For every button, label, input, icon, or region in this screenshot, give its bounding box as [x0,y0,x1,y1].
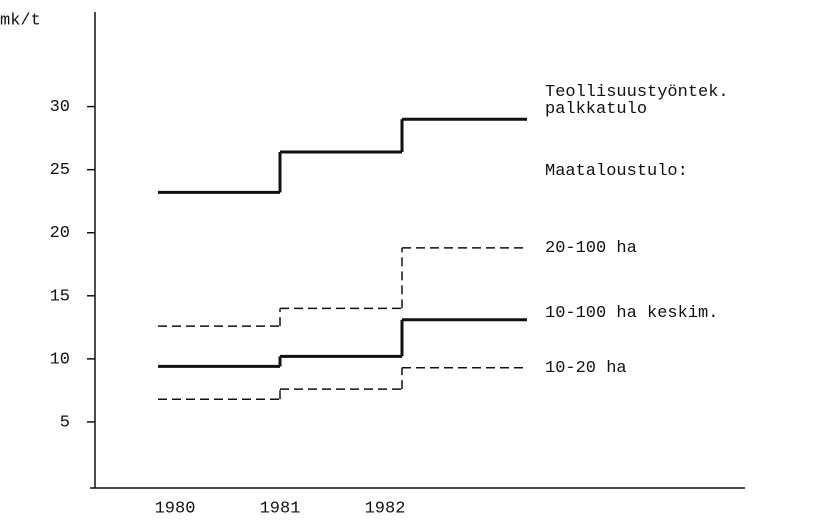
series-label: 20-100 ha [545,238,637,258]
y-tick-label: 30 [50,98,70,117]
x-tick-label: 1980 [155,499,196,518]
y-tick-label: 15 [50,287,70,306]
series-label: Teollisuustyöntek. palkkatulo [545,83,729,120]
x-tick-label: 1981 [260,499,301,518]
annotation: Maataloustulo: [545,162,688,181]
y-axis-label: mk/t [0,11,41,30]
x-tick-label: 1982 [365,499,406,518]
series-label: 10-100 ha keskim. [545,303,719,323]
y-tick-label: 25 [50,161,70,180]
y-tick-label: 5 [60,413,70,432]
y-tick-label: 20 [50,224,70,243]
series-label: 10-20 ha [545,358,627,378]
y-tick-label: 10 [50,350,70,369]
